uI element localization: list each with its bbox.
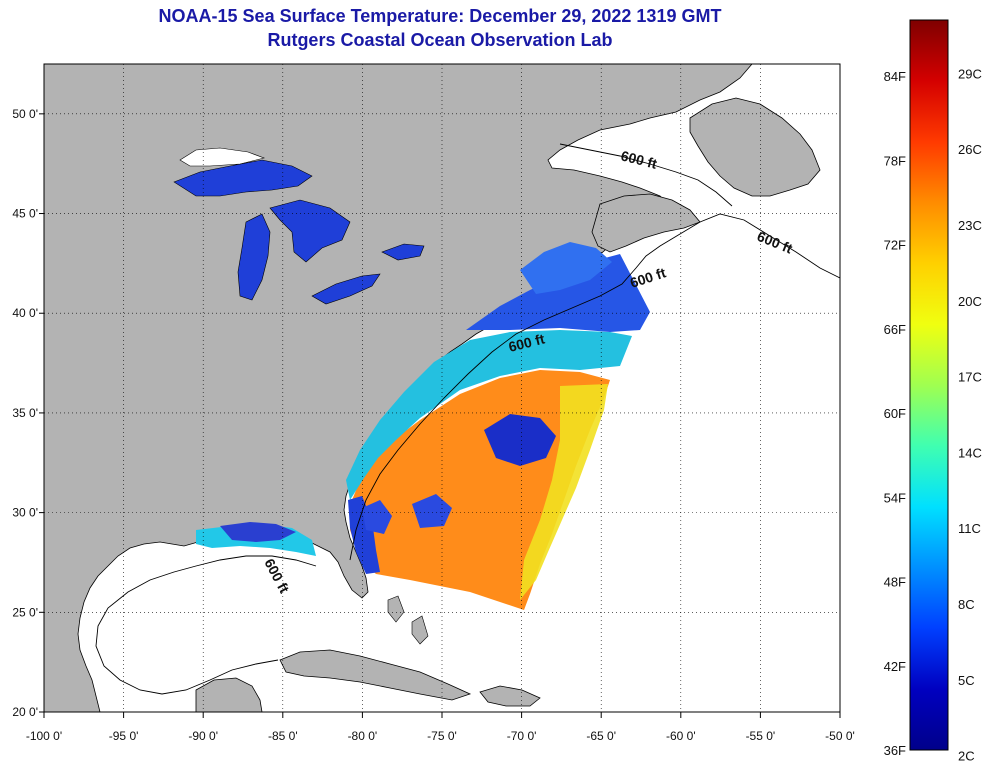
colorbar-f-label: 60F — [884, 406, 906, 421]
colorbar-f-label: 72F — [884, 238, 906, 253]
lon-tick-label: -60 0' — [666, 729, 696, 743]
colorbar-c-label: 11C — [958, 521, 981, 536]
lake-michigan — [237, 213, 271, 301]
lon-tick-label: -75 0' — [427, 729, 457, 743]
colorbar-c-label: 5C — [958, 673, 975, 688]
colorbar-f-label: 36F — [884, 743, 906, 758]
colorbar-c-label: 14C — [958, 445, 982, 460]
sst-swath-north-cold — [466, 254, 650, 332]
contour-600ft-east — [349, 213, 840, 561]
colorbar-c-label: 29C — [958, 66, 982, 81]
map-title: NOAA-15 Sea Surface Temperature: Decembe… — [158, 6, 722, 26]
map-graticule — [44, 64, 840, 712]
latitude-axis: 20 0' 25 0' 30 0' 35 0' 40 0' 45 0' 50 0' — [12, 107, 44, 719]
colorbar-c-label: 2C — [958, 749, 975, 764]
sst-gulf-coast-cold — [220, 522, 296, 542]
lon-tick-label: -85 0' — [268, 729, 298, 743]
sst-swath-coastal-cool — [346, 330, 632, 500]
lat-tick-label: 35 0' — [12, 406, 38, 420]
colorbar-fahrenheit-labels: 84F 78F 72F 66F 60F 54F 48F 42F 36F — [884, 69, 906, 758]
sst-swath-yellow — [520, 384, 608, 600]
cuba-land — [279, 649, 472, 701]
lat-tick-label: 40 0' — [12, 306, 38, 320]
lake-superior — [173, 159, 313, 197]
lat-tick-label: 25 0' — [12, 605, 38, 619]
colorbar-c-label: 23C — [958, 218, 982, 233]
nova-scotia-land — [591, 193, 701, 253]
colorbar-c-label: 8C — [958, 597, 975, 612]
lon-tick-label: -95 0' — [109, 729, 139, 743]
colorbar-f-label: 48F — [884, 575, 906, 590]
lon-tick-label: -80 0' — [348, 729, 378, 743]
contour-600ft-gulf — [95, 555, 317, 695]
lon-tick-label: -90 0' — [188, 729, 218, 743]
colorbar-c-label: 20C — [958, 294, 982, 309]
newfoundland-land — [689, 97, 821, 197]
lat-tick-label: 20 0' — [12, 705, 38, 719]
sst-patch-cold-2 — [362, 500, 392, 534]
lat-tick-label: 45 0' — [12, 207, 38, 221]
bahamas-land — [387, 595, 429, 645]
colorbar-c-label: 17C — [958, 370, 982, 385]
lon-tick-label: -100 0' — [26, 729, 62, 743]
sst-florida-east — [348, 496, 380, 574]
contour-600ft-gulf-st-lawrence — [559, 143, 733, 207]
lake-ontario — [381, 243, 425, 261]
sst-swath-cold-eddy — [484, 414, 556, 466]
colorbar-f-label: 42F — [884, 659, 906, 674]
hispaniola-land — [479, 685, 541, 707]
colorbar — [909, 19, 949, 751]
colorbar-c-label: 26C — [958, 142, 982, 157]
lake-huron — [269, 199, 351, 263]
colorbar-f-label: 78F — [884, 153, 906, 168]
lake-erie — [311, 273, 381, 305]
map-subtitle: Rutgers Coastal Ocean Observation Lab — [267, 30, 613, 50]
lon-tick-label: -55 0' — [746, 729, 776, 743]
lat-tick-label: 50 0' — [12, 107, 38, 121]
lon-tick-label: -50 0' — [825, 729, 855, 743]
colorbar-f-label: 54F — [884, 490, 906, 505]
colorbar-f-label: 84F — [884, 69, 906, 84]
lat-tick-label: 30 0' — [12, 506, 38, 520]
sst-patch-cold-1 — [412, 494, 452, 528]
lake-winnipeg — [179, 147, 266, 167]
colorbar-celsius-labels: 29C 26C 23C 20C 17C 14C 11C 8C 5C 2C — [958, 66, 982, 763]
longitude-axis: -100 0' -95 0' -90 0' -85 0' -80 0' -75 0' -70… — [26, 712, 855, 743]
sst-swath-gulf-maine — [520, 242, 612, 294]
lon-tick-label: -70 0' — [507, 729, 537, 743]
colorbar-f-label: 66F — [884, 322, 906, 337]
yucatan-land — [195, 677, 263, 712]
lon-tick-label: -65 0' — [586, 729, 616, 743]
